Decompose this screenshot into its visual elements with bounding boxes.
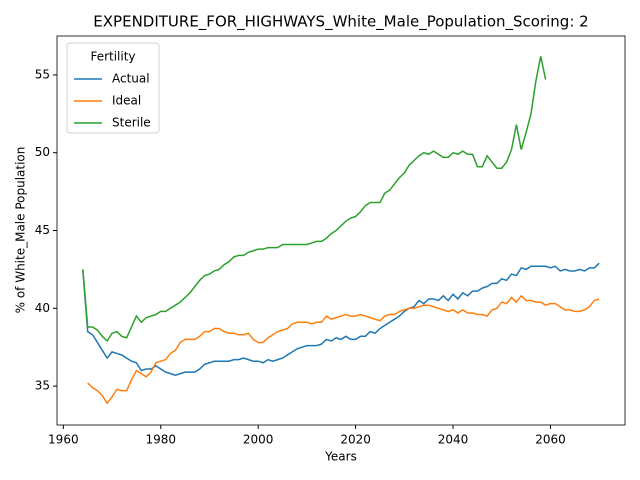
x-tick-label: 2040 [438,433,469,447]
x-tick-label: 2000 [243,433,274,447]
x-tick-label: 1960 [48,433,79,447]
chart-title: EXPENDITURE_FOR_HIGHWAYS_White_Male_Popu… [93,13,588,32]
x-tick-label: 1980 [145,433,176,447]
legend-box [66,42,160,134]
legend-title: Fertility [90,50,135,64]
y-tick-label: 55 [35,67,50,81]
y-axis-label: % of White_Male Population [14,147,28,314]
x-axis-label: Years [324,450,357,464]
y-tick-label: 50 [35,145,50,159]
data-line [87,294,600,405]
data-line [82,262,600,376]
data-line [82,56,547,343]
y-tick-label: 35 [35,379,50,393]
legend-label: Ideal [112,94,141,108]
legend-label: Actual [112,72,150,86]
y-tick-label: 40 [35,301,50,315]
legend-label: Sterile [112,116,151,130]
y-tick-label: 45 [35,223,50,237]
plot-frame [56,35,626,426]
x-tick-label: 2060 [535,433,566,447]
x-tick-label: 2020 [340,433,371,447]
